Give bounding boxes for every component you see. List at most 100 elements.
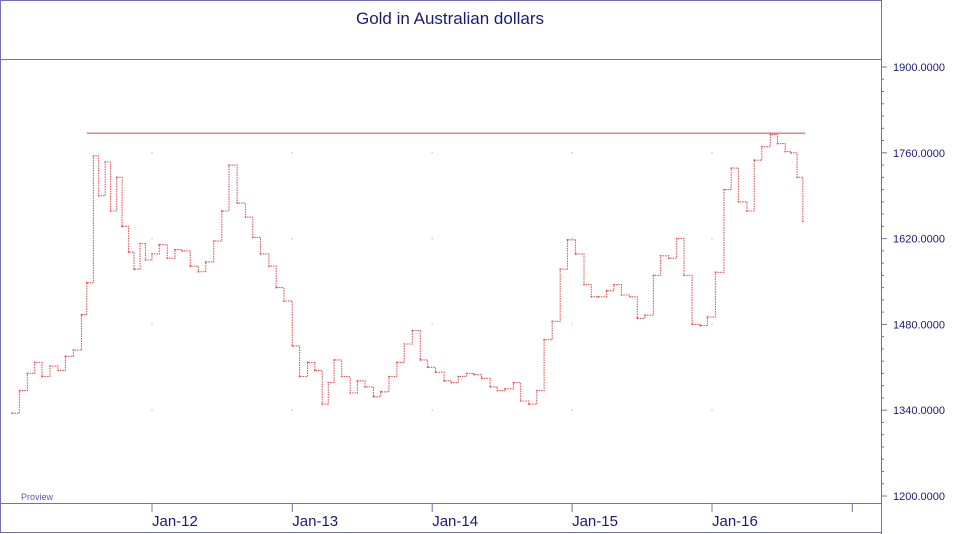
grid-dot — [571, 409, 573, 412]
price-point — [790, 151, 792, 154]
price-point — [92, 155, 95, 157]
x-tick-label: Jan-12 — [152, 513, 198, 530]
price-point — [675, 237, 678, 240]
price-point — [590, 295, 593, 298]
grid-dot — [711, 152, 713, 154]
price-point — [691, 323, 693, 326]
price-point — [121, 225, 123, 228]
grid-dot — [291, 237, 294, 240]
y-axis-ticks: 1200.0000 1340.0000 1480.0000 1620.0000 1760… — [881, 62, 945, 503]
price-point — [151, 253, 153, 255]
price-point — [283, 300, 285, 302]
price-point — [291, 345, 294, 347]
x-tick-label: Jan-16 — [712, 513, 758, 530]
price-point — [314, 369, 316, 372]
grid-dot — [711, 409, 713, 412]
price-point — [306, 361, 309, 364]
price-point — [212, 240, 215, 243]
price-point — [419, 359, 422, 361]
price-series — [11, 133, 804, 415]
price-point — [220, 210, 223, 212]
x-axis-ticks: Jan-12 Jan-13 Jan-14 Jan-15 Jan-16 — [151, 503, 853, 530]
price-point — [784, 150, 787, 153]
price-point — [298, 375, 301, 378]
price-point — [396, 361, 398, 364]
x-tick-label: Jan-14 — [432, 513, 478, 530]
price-point — [109, 210, 112, 212]
price-point — [268, 265, 270, 268]
grid-dot — [571, 152, 573, 154]
price-point — [443, 379, 445, 382]
price-point — [197, 270, 200, 273]
grid-dot — [711, 237, 713, 240]
price-point — [158, 243, 161, 246]
price-point — [450, 381, 453, 384]
price-point — [379, 390, 382, 393]
price-point — [166, 257, 169, 260]
price-point — [489, 386, 491, 388]
grid-dot — [151, 237, 153, 240]
price-point — [321, 403, 324, 405]
grid-dot — [151, 152, 153, 154]
grid-dot — [431, 237, 433, 240]
price-point — [18, 389, 21, 392]
price-point — [340, 375, 343, 378]
price-point — [403, 343, 406, 345]
price-point — [652, 274, 655, 277]
price-point — [411, 329, 414, 332]
price-point — [426, 366, 429, 369]
price-point — [251, 236, 254, 239]
price-point — [496, 389, 499, 392]
grid-dots — [151, 152, 713, 412]
chart-frame — [0, 0, 882, 533]
price-point — [465, 372, 468, 375]
price-point — [388, 375, 390, 378]
price-point — [723, 188, 725, 191]
price-point — [746, 210, 748, 212]
price-point — [228, 164, 230, 167]
price-point — [597, 295, 600, 298]
price-series-line — [12, 133, 804, 414]
price-point — [127, 251, 130, 254]
price-point — [259, 253, 262, 255]
grid-dot — [571, 237, 573, 240]
price-point — [706, 316, 709, 318]
price-point — [796, 176, 798, 179]
price-point — [97, 194, 100, 197]
price-point — [644, 314, 646, 317]
y-tick-label: 1620.0000 — [893, 234, 945, 246]
price-point — [189, 265, 192, 268]
price-point — [613, 283, 615, 286]
price-point — [512, 381, 515, 384]
grid-dot — [151, 323, 153, 326]
grid-dot — [571, 323, 573, 326]
price-point — [473, 373, 475, 376]
price-point — [535, 389, 538, 392]
price-point — [327, 381, 330, 384]
price-point — [244, 216, 247, 219]
price-point — [41, 375, 43, 378]
price-point — [753, 159, 756, 162]
price-point — [543, 338, 545, 341]
y-tick-label: 1340.0000 — [893, 405, 945, 417]
price-point — [714, 271, 717, 274]
price-point — [236, 202, 239, 205]
price-point — [64, 355, 67, 358]
price-point — [699, 324, 701, 327]
y-tick-label: 1200.0000 — [893, 491, 945, 503]
price-point — [333, 359, 335, 361]
x-tick-label: Jan-13 — [292, 513, 338, 530]
price-point — [85, 281, 88, 284]
price-point — [204, 261, 207, 263]
price-point — [275, 286, 278, 289]
price-point — [49, 365, 51, 367]
price-point — [551, 320, 554, 323]
y-tick-label: 1760.0000 — [893, 148, 945, 160]
price-point — [33, 361, 36, 364]
grid-dot — [291, 152, 294, 154]
price-point — [480, 377, 483, 380]
price-point — [104, 161, 107, 163]
y-tick-label: 1900.0000 — [893, 62, 945, 74]
grid-dot — [711, 323, 713, 326]
